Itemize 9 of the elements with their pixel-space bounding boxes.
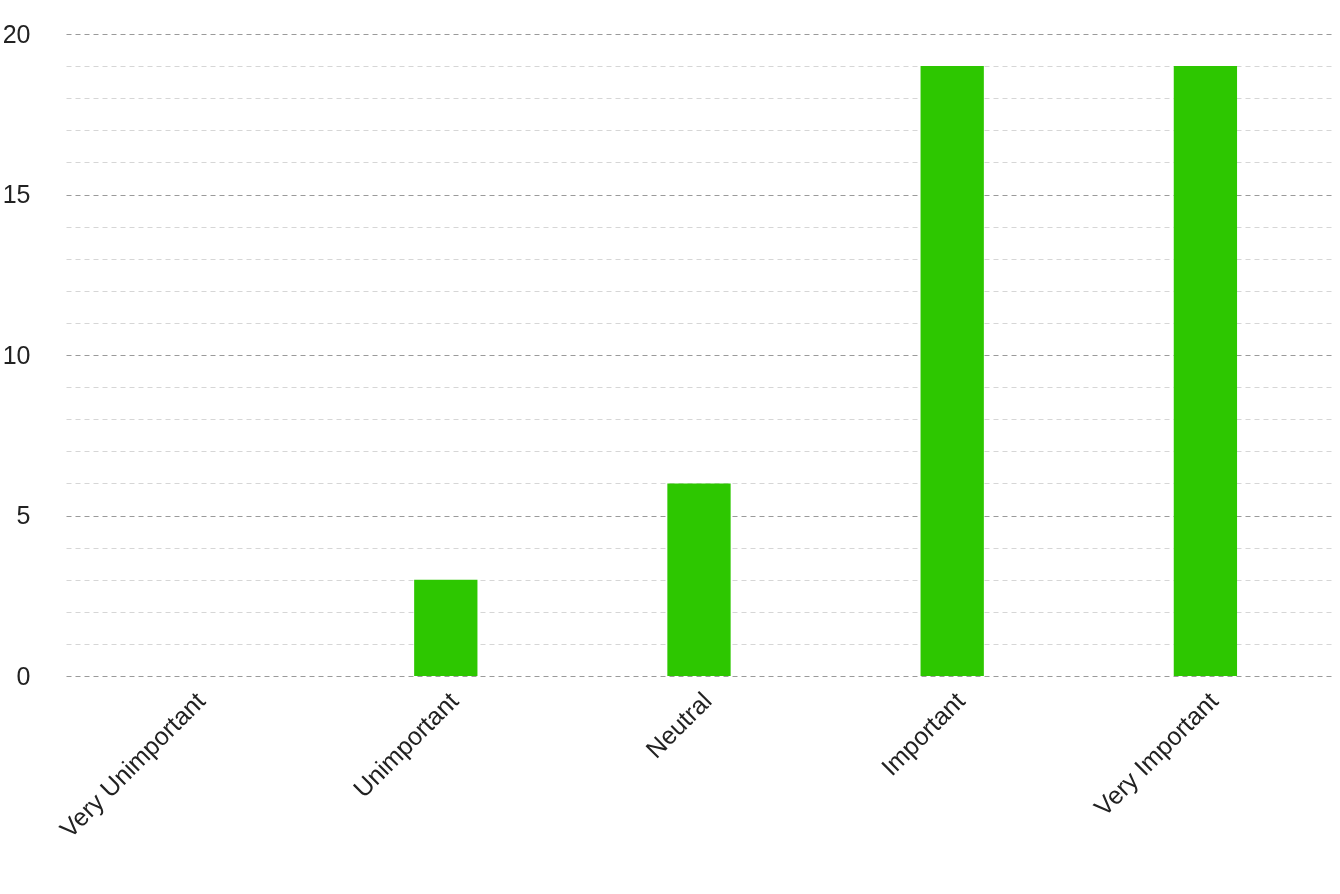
- bar: [667, 483, 731, 676]
- y-tick-label: 5: [16, 501, 31, 529]
- bar: [1173, 66, 1238, 676]
- y-tick-label: 0: [16, 661, 31, 690]
- y-tick-label: 15: [2, 180, 31, 208]
- bar: [920, 66, 984, 676]
- y-tick-label: 20: [2, 19, 31, 48]
- bar: [414, 579, 478, 676]
- y-tick-label: 10: [2, 340, 31, 369]
